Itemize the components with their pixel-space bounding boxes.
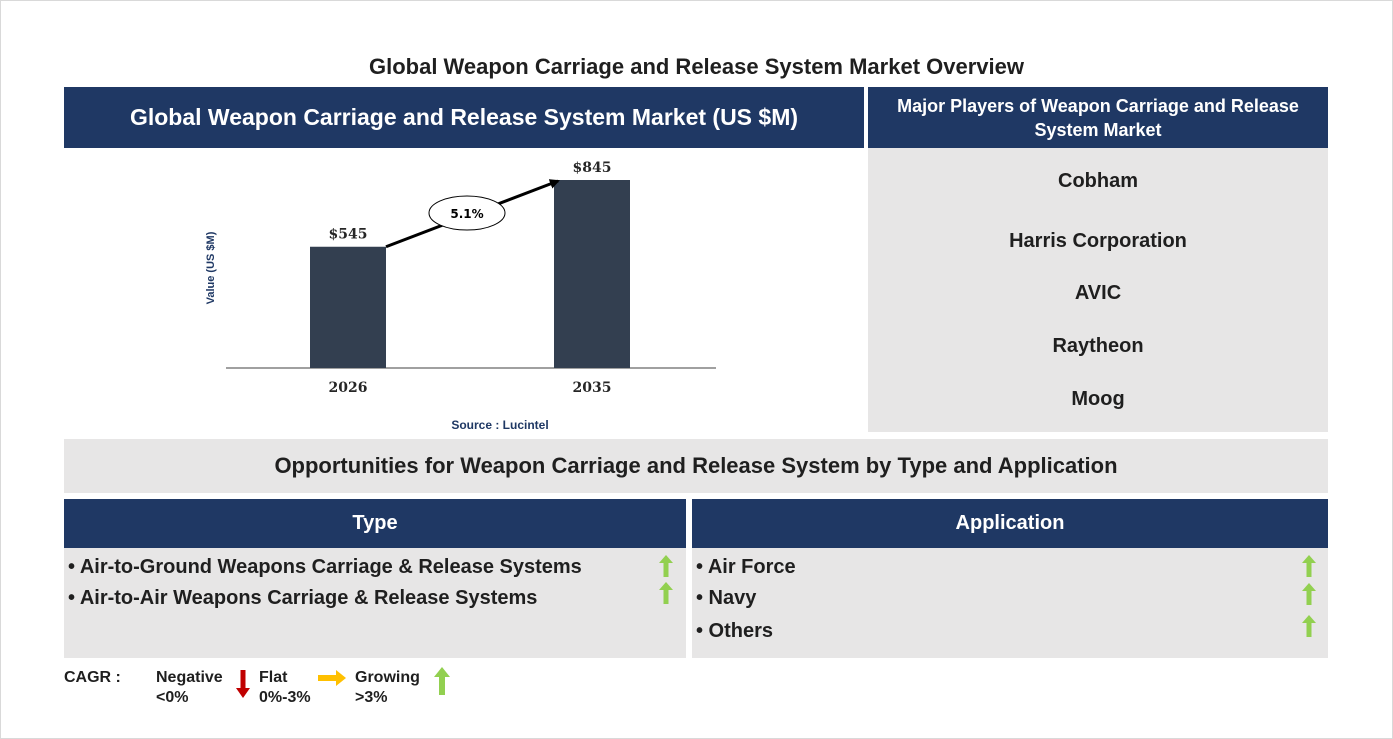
cagr-label: 5.1% — [450, 207, 483, 221]
cagr-bubble — [428, 195, 506, 231]
bar-2026 — [310, 246, 386, 368]
x-tick-label-2035: 2035 — [573, 380, 612, 396]
down-arrow-icon — [236, 670, 250, 698]
page-title: Global Weapon Carriage and Release Syste… — [369, 54, 1024, 79]
legend-growing-name: Growing — [355, 669, 420, 686]
market-bar-chart: $545 $845 2026 2035 Value (US $M) 5.1% S… — [205, 160, 716, 432]
up-arrow-icon — [1302, 555, 1316, 577]
chart-source: Source : Lucintel — [451, 418, 548, 432]
player-item: AVIC — [1074, 282, 1122, 304]
players-header: Major Players of Weapon Carriage and Rel… — [868, 87, 1328, 148]
up-arrow-icon — [1302, 615, 1316, 637]
legend-growing: Growing >3% — [355, 668, 420, 708]
right-arrow-icon — [318, 670, 346, 686]
legend-label: CAGR : — [64, 669, 121, 686]
legend-negative-range: <0% — [156, 689, 189, 706]
value-label-2035: $845 — [573, 160, 612, 176]
opportunities-title: Opportunities for Weapon Carriage and Re… — [64, 439, 1328, 493]
bar-2035 — [554, 180, 630, 368]
legend-flat-range: 0%-3% — [259, 689, 311, 706]
legend-flat: Flat 0%-3% — [259, 668, 311, 708]
type-item: • Air-to-Air Weapons Carriage & Release … — [68, 587, 538, 609]
legend-negative-name: Negative — [156, 669, 223, 686]
legend-negative: Negative <0% — [156, 668, 223, 708]
y-axis-label: Value (US $M) — [205, 231, 217, 304]
type-header: Type — [64, 499, 686, 548]
type-item: • Air-to-Ground Weapons Carriage & Relea… — [68, 556, 582, 578]
legend-flat-name: Flat — [259, 669, 288, 686]
player-item: Cobham — [1058, 170, 1138, 192]
players-list: Cobham Harris Corporation AVIC Raytheon … — [868, 148, 1328, 432]
x-tick-label-2026: 2026 — [329, 380, 368, 396]
type-list: • Air-to-Ground Weapons Carriage & Relea… — [64, 548, 686, 658]
chart-header: Global Weapon Carriage and Release Syste… — [64, 87, 864, 148]
up-arrow-icon — [659, 582, 673, 604]
player-item: Moog — [1071, 388, 1125, 410]
application-item: • Others — [696, 620, 774, 642]
up-arrow-icon — [1302, 583, 1316, 605]
up-arrow-icon — [434, 667, 450, 695]
application-header: Application — [692, 499, 1328, 548]
player-item: Raytheon — [1052, 335, 1144, 357]
application-item: • Navy — [696, 587, 757, 609]
application-list: • Air Force • Navy • Others — [692, 548, 1328, 658]
player-item: Harris Corporation — [1009, 230, 1187, 252]
legend-growing-range: >3% — [355, 689, 388, 706]
value-label-2026: $545 — [329, 227, 368, 243]
application-item: • Air Force — [696, 556, 796, 578]
up-arrow-icon — [659, 555, 673, 577]
